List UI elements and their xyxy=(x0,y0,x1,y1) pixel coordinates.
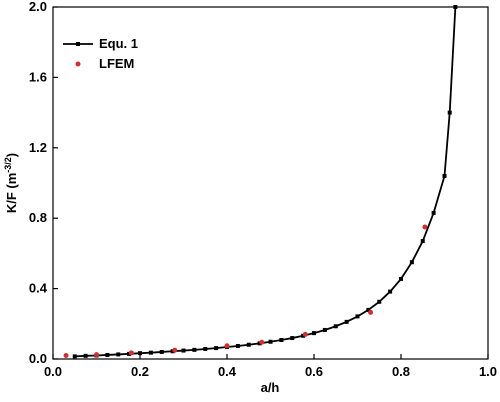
marker xyxy=(116,352,121,357)
x-axis-label: a/h xyxy=(261,380,280,395)
marker xyxy=(420,239,425,244)
x-tick-label: 0.6 xyxy=(305,364,323,379)
marker xyxy=(355,314,360,319)
marker xyxy=(203,346,208,351)
marker xyxy=(290,336,295,341)
marker xyxy=(409,260,414,265)
y-tick-label: 0.0 xyxy=(29,351,47,366)
y-tick-label: 1.2 xyxy=(29,140,47,155)
marker xyxy=(366,307,371,312)
point xyxy=(368,309,374,315)
marker xyxy=(72,354,77,359)
marker xyxy=(388,289,393,294)
marker xyxy=(442,173,447,178)
marker xyxy=(322,327,327,332)
marker xyxy=(377,299,382,304)
legend-marker xyxy=(75,61,81,67)
marker xyxy=(138,351,142,356)
marker xyxy=(399,276,403,281)
marker xyxy=(246,342,251,347)
y-axis-label: K/F (m-3/2) xyxy=(3,153,19,213)
plot-frame xyxy=(52,6,489,360)
point xyxy=(302,331,308,337)
marker xyxy=(453,5,458,9)
legend-label: LFEM xyxy=(99,56,134,71)
point xyxy=(172,347,178,353)
y-tick-label: 1.6 xyxy=(29,69,47,84)
marker xyxy=(447,110,452,115)
marker xyxy=(148,350,153,355)
x-tick-label: 1.0 xyxy=(479,364,497,379)
marker xyxy=(83,353,88,358)
marker xyxy=(105,352,110,357)
x-tick-label: 0.0 xyxy=(44,364,62,379)
y-tick-label: 0.8 xyxy=(29,210,47,225)
point xyxy=(94,352,99,358)
point xyxy=(224,343,230,349)
marker xyxy=(431,210,436,215)
marker xyxy=(312,331,316,336)
point xyxy=(128,350,134,356)
legend-marker xyxy=(76,42,80,46)
point xyxy=(422,224,428,230)
marker xyxy=(333,324,338,329)
marker xyxy=(301,333,306,338)
marker xyxy=(192,347,197,352)
y-tick-label: 2.0 xyxy=(29,0,47,14)
marker xyxy=(181,348,186,353)
legend-label: Equ. 1 xyxy=(99,36,138,51)
x-tick-label: 0.4 xyxy=(218,364,237,379)
x-tick-label: 0.2 xyxy=(131,364,149,379)
y-tick-label: 0.4 xyxy=(29,281,48,296)
point xyxy=(259,339,265,345)
marker xyxy=(268,339,273,344)
marker xyxy=(214,346,219,351)
marker xyxy=(235,343,240,348)
point xyxy=(63,352,69,358)
marker xyxy=(279,337,284,342)
x-tick-label: 0.8 xyxy=(392,364,410,379)
marker xyxy=(344,319,349,324)
marker xyxy=(159,349,164,354)
